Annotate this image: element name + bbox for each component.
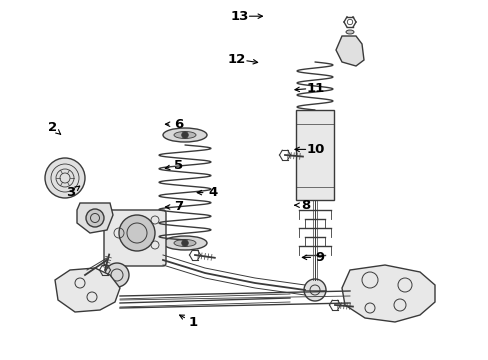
Text: 5: 5 (174, 159, 183, 172)
Circle shape (45, 158, 85, 198)
Text: 8: 8 (301, 199, 309, 212)
Text: 9: 9 (315, 251, 324, 264)
Circle shape (105, 263, 129, 287)
Ellipse shape (163, 128, 206, 142)
Ellipse shape (163, 236, 206, 250)
FancyBboxPatch shape (104, 210, 165, 266)
Text: 1: 1 (188, 316, 197, 329)
Ellipse shape (174, 239, 196, 247)
Text: 6: 6 (174, 118, 183, 131)
Circle shape (182, 132, 188, 138)
Text: 2: 2 (48, 121, 57, 134)
Text: 13: 13 (230, 10, 248, 23)
Bar (295, 110, 333, 200)
Polygon shape (55, 268, 120, 312)
Polygon shape (77, 203, 113, 233)
Text: 11: 11 (305, 82, 324, 95)
Circle shape (119, 215, 155, 251)
Text: 3: 3 (66, 186, 75, 199)
Text: 10: 10 (305, 143, 324, 156)
Polygon shape (335, 36, 363, 66)
Ellipse shape (346, 30, 353, 34)
Circle shape (304, 279, 325, 301)
Text: 12: 12 (227, 53, 246, 66)
Circle shape (182, 240, 188, 246)
Text: 4: 4 (208, 186, 217, 199)
Text: 7: 7 (174, 201, 183, 213)
Polygon shape (341, 265, 434, 322)
Ellipse shape (174, 131, 196, 139)
Circle shape (86, 209, 104, 227)
